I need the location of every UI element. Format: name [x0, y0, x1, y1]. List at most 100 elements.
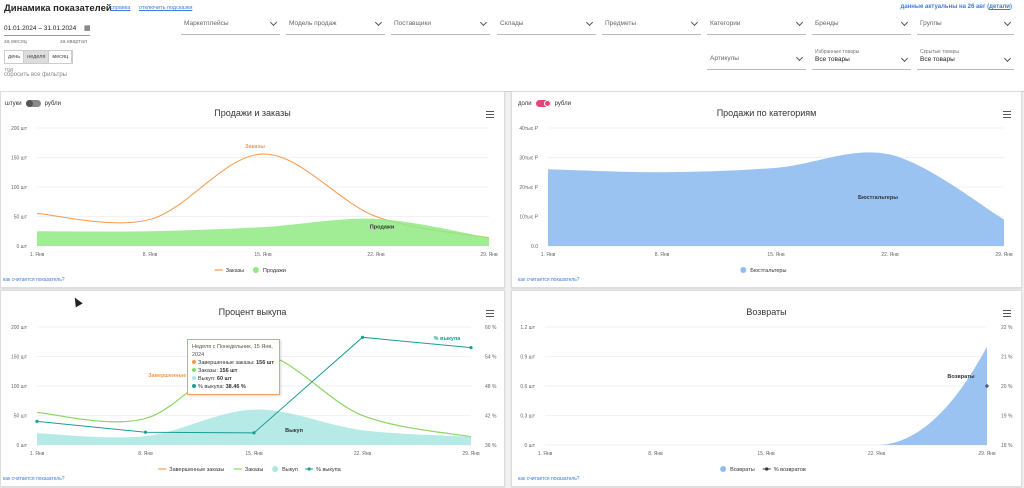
disable-hints-link[interactable]: отключить подсказки [139, 5, 193, 11]
chevron-down-icon [585, 18, 594, 27]
legend-item: Выкуп [282, 467, 298, 473]
x-tick-label: 15. Янв [254, 252, 272, 258]
panel-returns: Возвраты 0 шт 0.3 шт 0.6 шт 0.9 шт 1.2 шт 18 … [511, 290, 1022, 487]
x-tick-label: 22. Янв [354, 451, 372, 457]
granularity-year[interactable]: год [5, 67, 14, 73]
chevron-down-icon [479, 18, 488, 27]
chart-returns: 0 шт 0.3 шт 0.6 шт 0.9 шт 1.2 шт 18 % 19 % 20 %… [520, 325, 1013, 473]
area-series-0 [548, 152, 1004, 246]
tooltip-row: Выкуп: 60 шт [192, 375, 275, 383]
tooltip-row: % выкупа: 38.46 % [192, 383, 275, 391]
menu-icon[interactable] [486, 310, 494, 317]
legend-item: Заказы [226, 268, 244, 274]
granularity-month[interactable]: месяц [49, 51, 73, 63]
area-series-2 [37, 409, 471, 445]
details-link[interactable]: детали [989, 4, 1010, 10]
granularity-switch: день неделя месяц [4, 50, 74, 64]
chevron-down-icon [374, 18, 383, 27]
dropdown-label: Артикулы [710, 55, 739, 62]
filter-groups[interactable]: Группы [917, 15, 1014, 35]
quick-quarter[interactable]: за квартал [60, 39, 88, 45]
how-calculated-link[interactable]: как считается показатель? [3, 277, 65, 283]
filter-favorites[interactable]: Избранные товары Все товары [812, 47, 911, 70]
calendar-icon[interactable]: ▦ [84, 25, 91, 32]
filter-hidden[interactable]: Скрытые товары Все товары [917, 47, 1014, 70]
x-tick-label: 29. Янв [978, 451, 996, 457]
chevron-down-icon [795, 53, 804, 62]
y2-tick-label: 48 % [485, 384, 497, 390]
share-toggle[interactable]: доли рубли [518, 100, 571, 107]
filter-warehouses[interactable]: Склады [497, 15, 596, 35]
menu-icon[interactable] [1003, 111, 1011, 118]
how-calculated-link[interactable]: как считается показатель? [518, 476, 580, 482]
x-tick-label: 15. Янв [757, 451, 775, 457]
toggle-left-label: доли [518, 100, 532, 107]
tooltip-header: Неделя с Понедельник, 15 Янв, 2024 [192, 344, 273, 358]
chart-sales-orders: 0 шт 50 шт 100 шт 150 шт 200 шт 1. Янв 8. Янв 1… [11, 126, 498, 274]
filter-categories[interactable]: Категории [707, 15, 806, 35]
y2-tick-label: 21 % [1001, 355, 1013, 361]
dropdown-caption: Скрытые товары [920, 49, 959, 55]
filter-marketplaces[interactable]: Маркетплейсы [181, 15, 280, 35]
chart-title: Процент выкупа [218, 307, 287, 317]
series-label: Бюстгальтеры [858, 195, 898, 201]
chart-title: Продажи по категориям [716, 108, 817, 118]
series-label: Возвраты [947, 374, 974, 380]
x-tick-label: 22. Янв [367, 252, 385, 258]
toggle-right-label: рубли [554, 100, 571, 107]
x-tick-label: 22. Янв [881, 252, 899, 258]
granularity-week[interactable]: неделя [24, 51, 50, 63]
y-tick-label: 0 шт [17, 244, 28, 250]
legend-swatch [740, 267, 747, 273]
y2-tick-label: 22 % [1001, 325, 1013, 331]
legend-item: Возвраты [730, 467, 755, 473]
series-label: Продажи [370, 224, 394, 230]
y-tick-label: 50 шт [14, 215, 28, 221]
y-tick-label: 200 шт [11, 325, 28, 331]
quick-month[interactable]: за месяц [4, 39, 27, 45]
y-tick-label: 100 шт [11, 185, 28, 191]
dropdown-label: Маркетплейсы [184, 20, 229, 27]
toggle-right-label: рубли [44, 100, 61, 107]
y2-tick-label: 18 % [1001, 443, 1013, 449]
x-tick-label: 8. Янв [655, 252, 670, 258]
y-tick-label: 0 шт [17, 443, 28, 449]
help-link[interactable]: справка [110, 5, 131, 11]
menu-icon[interactable] [486, 111, 494, 118]
x-tick-label: 29. Янв [462, 451, 480, 457]
chevron-down-icon [1003, 18, 1012, 27]
legend-swatch [272, 466, 279, 472]
filter-items[interactable]: Предметы [602, 15, 701, 35]
units-toggle[interactable]: штуки рубли [5, 100, 61, 107]
legend-item: % выкупа [316, 467, 341, 473]
dropdown-value: Все товары [920, 56, 955, 63]
tooltip-row: Завершенные заказы: 156 шт [192, 359, 275, 367]
dropdown-label: Группы [920, 20, 942, 27]
data-point [143, 430, 148, 434]
reset-filters[interactable]: сбросить все фильтры [4, 72, 67, 78]
data-point [252, 431, 256, 435]
legend-swatch-dot [307, 467, 311, 471]
filter-brands[interactable]: Бренды [812, 15, 911, 35]
chevron-down-icon [795, 18, 804, 27]
toggle-switch[interactable] [25, 100, 41, 107]
filter-suppliers[interactable]: Поставщики [391, 15, 490, 35]
how-calculated-link[interactable]: как считается показатель? [518, 277, 580, 283]
tooltip-row: Заказы: 156 шт [192, 367, 275, 375]
filter-articles[interactable]: Артикулы [707, 50, 806, 70]
granularity-day[interactable]: день [5, 51, 25, 63]
toggle-switch[interactable] [535, 100, 551, 107]
chevron-down-icon [900, 18, 909, 27]
filter-sales-model[interactable]: Модель продаж [286, 15, 385, 35]
x-tick-label: 1. Янв [541, 252, 556, 258]
y-tick-label: 0 шт [525, 443, 536, 449]
how-calculated-link[interactable]: как считается показатель? [3, 476, 65, 482]
menu-icon[interactable] [1003, 310, 1011, 317]
y2-tick-label: 20 % [1001, 384, 1013, 390]
date-range-input[interactable]: 01.01.2024 – 31.01.2024 [4, 25, 77, 32]
legend-swatch [252, 267, 259, 273]
panel-sales-orders: штуки рубли Продажи и заказы 0 шт 50 шт 10… [0, 91, 505, 288]
page-title: Динамика показателей [4, 3, 112, 14]
y-tick-label: 0.0 [531, 244, 538, 250]
